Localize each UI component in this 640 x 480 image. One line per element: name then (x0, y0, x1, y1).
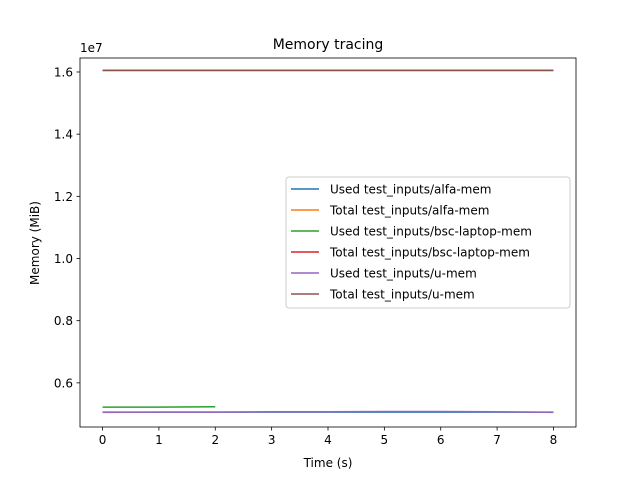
legend-label-3: Total test_inputs/bsc-laptop-mem (329, 246, 530, 260)
legend-label-4: Used test_inputs/u-mem (330, 267, 477, 281)
y-tick-label: 1.2 (54, 190, 73, 204)
x-tick-label: 0 (99, 433, 107, 447)
x-axis-label: Time (s) (303, 456, 353, 470)
x-tick-label: 5 (381, 433, 389, 447)
y-axis-label: Memory (MiB) (28, 201, 42, 285)
legend: Used test_inputs/alfa-mem Total test_inpu… (285, 176, 571, 309)
chart-title: Memory tracing (273, 37, 384, 53)
legend-label-1: Total test_inputs/alfa-mem (329, 204, 489, 218)
y-tick-label: 1.0 (54, 252, 73, 266)
legend-label-2: Used test_inputs/bsc-laptop-mem (330, 225, 532, 239)
x-tick-label: 1 (155, 433, 163, 447)
x-tick-label: 2 (211, 433, 219, 447)
x-tick-label: 7 (493, 433, 501, 447)
y-tick-label: 0.6 (54, 376, 73, 390)
plot-area: 0 1 2 3 4 5 6 7 8 0.6 0.8 1.0 1.2 1.4 1.6 (54, 57, 577, 447)
y-tick-label: 1.6 (54, 65, 73, 79)
x-tick-label: 8 (550, 433, 558, 447)
y-offset-label: 1e7 (80, 41, 103, 55)
legend-box (285, 176, 571, 309)
y-tick-label: 0.8 (54, 314, 73, 328)
legend-label-5: Total test_inputs/u-mem (329, 288, 475, 302)
x-tick-label: 3 (268, 433, 276, 447)
legend-label-0: Used test_inputs/alfa-mem (330, 183, 491, 197)
series-line-4 (102, 410, 554, 414)
x-tick-label: 6 (437, 433, 445, 447)
y-tick-label: 1.4 (54, 128, 73, 142)
x-tick-label: 4 (324, 433, 332, 447)
